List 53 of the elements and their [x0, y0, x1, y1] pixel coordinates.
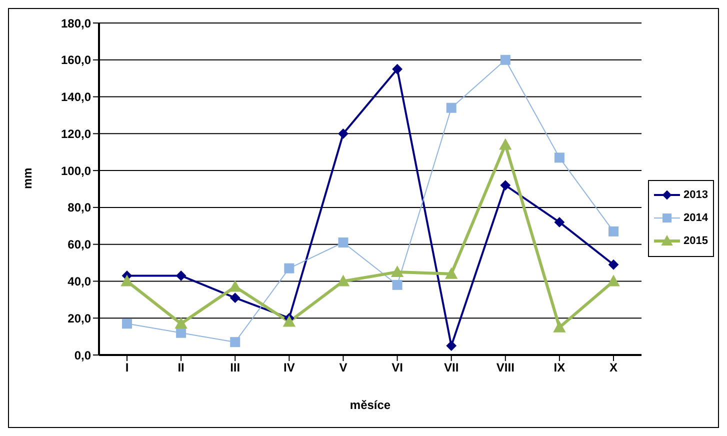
point: [122, 318, 132, 329]
point: [338, 128, 348, 139]
y-tick-label: 20,0: [68, 311, 92, 326]
x-tick-label: VI: [392, 360, 403, 375]
point: [283, 316, 296, 327]
y-tick-label: 80,0: [68, 200, 92, 215]
y-tick-label: 100,0: [60, 164, 92, 178]
point: [554, 217, 564, 228]
point: [608, 275, 620, 286]
point: [338, 237, 348, 248]
point: [392, 64, 402, 74]
x-tick-label: X: [610, 360, 618, 375]
point: [554, 152, 564, 163]
point: [500, 54, 510, 65]
y-tick-label: 180,0: [60, 16, 92, 30]
x-tick-label: I: [125, 360, 129, 375]
point: [121, 275, 133, 286]
point: [176, 270, 186, 281]
point: [229, 280, 242, 292]
y-tick-label: 0,0: [74, 348, 92, 362]
y-tick-label: 60,0: [68, 238, 92, 252]
point: [446, 340, 456, 351]
point: [608, 260, 619, 270]
x-tick-label: III: [230, 360, 240, 375]
point: [445, 268, 458, 279]
legend-label: 2015: [684, 235, 708, 247]
y-tick-label: 120,0: [60, 126, 92, 141]
legend-label: 2014: [684, 212, 708, 224]
x-tick-label: II: [178, 360, 184, 375]
point: [608, 226, 619, 236]
y-tick-label: 160,0: [60, 53, 92, 68]
y-tick-label: 140,0: [60, 90, 92, 104]
x-tick-label: VII: [444, 360, 459, 375]
point: [499, 138, 512, 150]
x-tick-label: IX: [554, 360, 566, 375]
legend-label: 2013: [684, 189, 708, 201]
x-axis-title: měsíce: [350, 398, 391, 412]
point: [500, 180, 510, 190]
point: [446, 102, 456, 113]
point: [392, 280, 402, 290]
y-tick-label: 40,0: [68, 274, 92, 288]
x-tick-label: VIII: [496, 360, 514, 375]
point: [230, 292, 240, 303]
point: [391, 266, 404, 277]
point: [337, 275, 350, 286]
point: [230, 337, 240, 348]
point: [176, 328, 186, 338]
point: [553, 321, 566, 332]
point: [175, 318, 188, 329]
x-tick-label: IV: [284, 360, 295, 375]
point: [284, 263, 294, 274]
x-tick-label: V: [339, 360, 348, 375]
y-axis-title: mm: [20, 168, 34, 189]
